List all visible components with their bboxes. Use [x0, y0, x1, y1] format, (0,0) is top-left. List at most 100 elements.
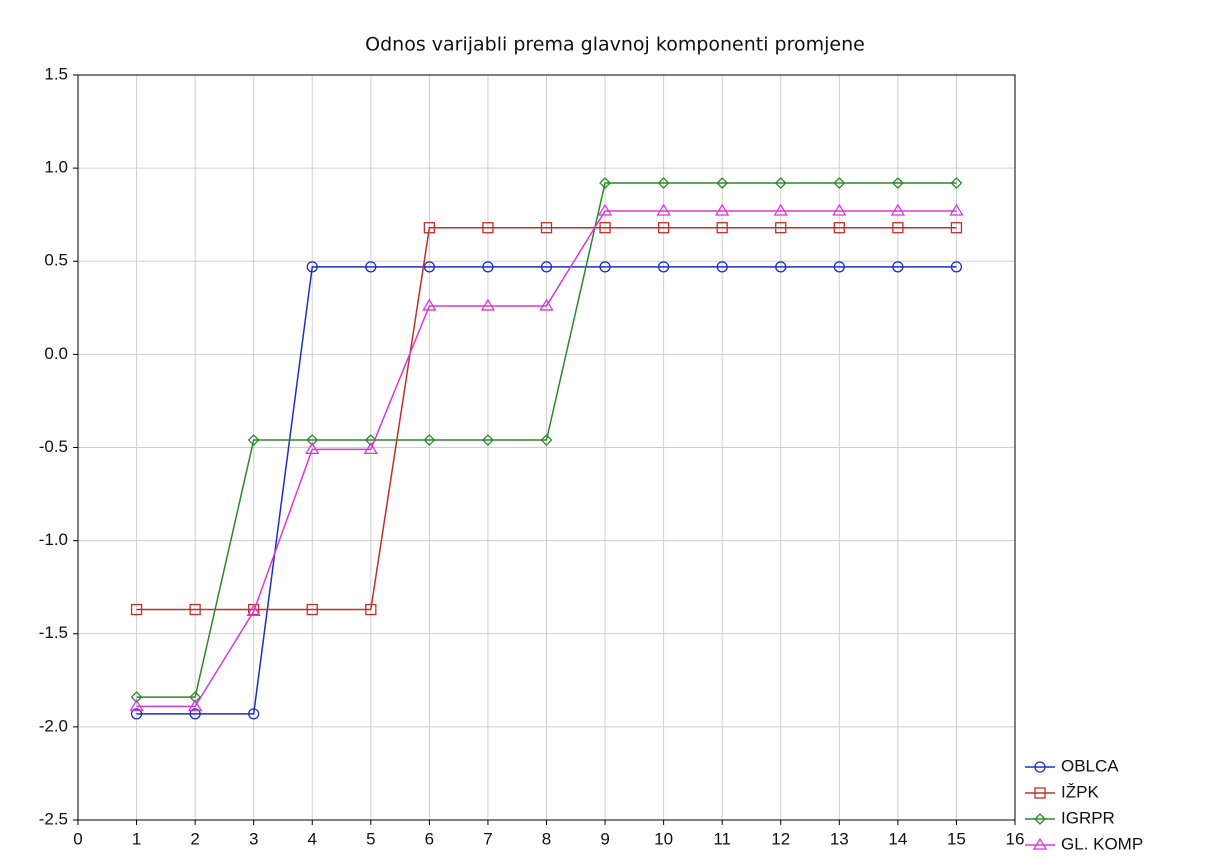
x-tick-label: 10 — [654, 829, 673, 848]
marker — [891, 177, 904, 189]
marker — [657, 222, 670, 234]
y-tick-label: 1.5 — [44, 64, 68, 83]
x-tick-label: 12 — [771, 829, 790, 848]
x-tick-label: 5 — [366, 829, 375, 848]
x-tick-label: 15 — [947, 829, 966, 848]
marker — [539, 298, 554, 311]
legend-label: OBLCA — [1061, 756, 1119, 775]
x-tick-label: 4 — [308, 829, 317, 848]
legend-label: GL. KOMP — [1061, 834, 1143, 853]
legend-label: IŽPK — [1061, 782, 1099, 801]
marker — [833, 222, 845, 234]
marker — [130, 708, 143, 720]
marker — [950, 261, 963, 273]
y-tick-label: -0.5 — [39, 437, 68, 456]
marker — [364, 434, 377, 446]
marker — [189, 691, 202, 703]
x-tick-label: 7 — [483, 829, 492, 848]
marker — [1032, 837, 1048, 850]
chart-title: Odnos varijabli prema glavnoj komponenti… — [365, 34, 865, 56]
x-tick-label: 16 — [1006, 829, 1025, 848]
marker — [833, 261, 845, 273]
marker — [892, 261, 904, 273]
series-line — [136, 182, 957, 698]
marker — [130, 603, 143, 616]
series-line — [136, 266, 957, 715]
marker — [657, 177, 670, 189]
marker — [482, 222, 494, 234]
y-tick-label: 0.0 — [44, 344, 68, 363]
marker — [833, 177, 846, 189]
marker — [949, 203, 964, 216]
marker — [716, 177, 729, 189]
marker — [189, 708, 201, 720]
marker — [423, 434, 436, 446]
marker — [950, 177, 963, 189]
marker — [129, 699, 144, 712]
marker — [246, 604, 261, 617]
marker — [599, 261, 611, 273]
marker — [365, 261, 377, 273]
x-tick-label: 0 — [73, 829, 82, 848]
marker — [306, 261, 318, 273]
y-tick-label: -2.5 — [39, 809, 68, 828]
plot-frame — [77, 74, 1016, 821]
marker — [480, 298, 496, 311]
x-tick-label: 14 — [888, 829, 907, 848]
marker — [775, 222, 787, 234]
marker — [599, 177, 611, 189]
marker — [1034, 813, 1046, 825]
marker — [540, 222, 553, 234]
marker — [715, 203, 730, 216]
marker — [305, 442, 320, 455]
x-tick-label: 6 — [425, 829, 434, 848]
marker — [482, 261, 494, 273]
marker — [423, 261, 436, 273]
x-tick-label: 8 — [542, 829, 551, 848]
marker — [892, 222, 904, 234]
marker — [1034, 787, 1046, 799]
marker — [950, 222, 963, 234]
marker — [247, 434, 260, 446]
marker — [423, 222, 436, 234]
marker — [597, 203, 613, 216]
marker — [130, 691, 143, 703]
marker — [775, 261, 787, 273]
marker — [482, 434, 494, 446]
marker — [189, 603, 201, 616]
marker — [306, 434, 319, 446]
x-tick-label: 13 — [830, 829, 849, 848]
marker — [657, 261, 670, 273]
marker — [540, 261, 553, 273]
y-tick-label: 1.0 — [44, 158, 68, 177]
marker — [1034, 761, 1046, 773]
marker — [716, 222, 728, 234]
marker — [773, 203, 788, 216]
marker — [363, 442, 378, 455]
marker — [832, 203, 847, 216]
series-line — [136, 210, 957, 708]
x-tick-label: 2 — [190, 829, 199, 848]
y-tick-label: -2.0 — [39, 716, 68, 735]
x-tick-label: 11 — [713, 829, 731, 848]
marker — [890, 203, 906, 216]
marker — [599, 222, 611, 234]
marker — [540, 434, 553, 446]
x-tick-label: 3 — [249, 829, 258, 848]
y-tick-label: -1.0 — [39, 530, 68, 549]
marker — [422, 298, 437, 311]
y-tick-label: 0.5 — [44, 251, 68, 270]
marker — [365, 603, 377, 616]
x-tick-label: 1 — [132, 829, 141, 848]
y-tick-label: -1.5 — [39, 623, 68, 642]
marker — [306, 603, 318, 616]
marker — [187, 699, 203, 712]
marker — [716, 261, 728, 273]
marker — [248, 708, 260, 720]
x-tick-label: 9 — [600, 829, 609, 848]
marker — [656, 203, 671, 216]
series-line — [136, 226, 957, 611]
marker — [774, 177, 787, 189]
